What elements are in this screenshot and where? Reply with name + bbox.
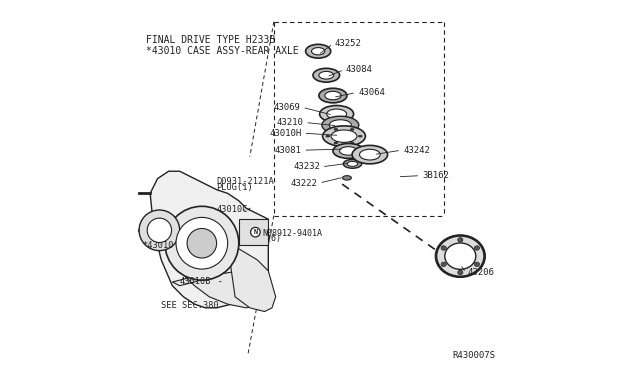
Circle shape	[147, 218, 172, 243]
Text: 43222: 43222	[291, 179, 317, 187]
Text: (6): (6)	[266, 234, 282, 243]
Ellipse shape	[323, 126, 365, 147]
Ellipse shape	[319, 106, 353, 122]
Text: 43010C: 43010C	[216, 205, 248, 215]
Polygon shape	[228, 245, 276, 311]
Ellipse shape	[322, 116, 359, 134]
Ellipse shape	[313, 68, 340, 82]
Text: 43069: 43069	[273, 103, 300, 112]
Polygon shape	[239, 219, 268, 245]
Polygon shape	[172, 271, 268, 308]
Text: 43210: 43210	[276, 118, 303, 127]
Text: 43064: 43064	[358, 88, 385, 97]
Ellipse shape	[342, 176, 351, 180]
Ellipse shape	[306, 44, 331, 58]
Text: D0931-2121A: D0931-2121A	[216, 177, 275, 186]
Text: 43206: 43206	[468, 268, 495, 277]
Text: N: N	[253, 229, 257, 235]
Ellipse shape	[458, 270, 463, 275]
Ellipse shape	[348, 161, 358, 166]
Ellipse shape	[333, 144, 364, 158]
Ellipse shape	[441, 246, 446, 250]
Ellipse shape	[358, 135, 362, 137]
Ellipse shape	[326, 109, 347, 119]
Circle shape	[251, 227, 260, 237]
Ellipse shape	[352, 145, 388, 164]
Text: N08912-9401A: N08912-9401A	[263, 229, 323, 238]
Text: 43242: 43242	[403, 146, 430, 155]
Ellipse shape	[343, 160, 362, 168]
Text: 43081: 43081	[275, 146, 301, 155]
Text: SEE SEC.380: SEE SEC.380	[161, 301, 219, 311]
Ellipse shape	[458, 238, 463, 242]
Ellipse shape	[312, 48, 324, 55]
Ellipse shape	[319, 71, 333, 79]
Circle shape	[187, 228, 216, 258]
Ellipse shape	[334, 128, 338, 130]
Ellipse shape	[441, 262, 446, 266]
Ellipse shape	[436, 236, 484, 276]
Text: 43010H: 43010H	[269, 129, 301, 138]
Ellipse shape	[474, 262, 479, 266]
Ellipse shape	[324, 91, 341, 100]
Circle shape	[176, 217, 228, 269]
Circle shape	[139, 210, 180, 251]
Text: *43010: *43010	[143, 241, 174, 250]
Text: FINAL DRIVE TYPE H233B
*43010 CASE ASSY-REAR AXLE: FINAL DRIVE TYPE H233B *43010 CASE ASSY-…	[147, 35, 300, 56]
Ellipse shape	[331, 130, 357, 142]
Text: 43010B: 43010B	[180, 277, 211, 286]
Text: 43252: 43252	[335, 39, 362, 48]
Text: R430007S: R430007S	[452, 350, 495, 359]
Ellipse shape	[350, 128, 354, 130]
Polygon shape	[150, 171, 268, 308]
Ellipse shape	[326, 135, 330, 137]
Ellipse shape	[319, 88, 347, 103]
Ellipse shape	[329, 120, 351, 131]
Ellipse shape	[360, 149, 380, 160]
Text: 43232: 43232	[293, 162, 320, 171]
Text: 3B162: 3B162	[422, 171, 449, 180]
Ellipse shape	[350, 142, 354, 144]
Text: 43084: 43084	[346, 65, 372, 74]
Ellipse shape	[340, 147, 357, 155]
Ellipse shape	[445, 243, 476, 269]
Ellipse shape	[474, 246, 479, 250]
Ellipse shape	[334, 142, 338, 144]
Text: PLUG(1): PLUG(1)	[216, 183, 253, 192]
Circle shape	[165, 206, 239, 280]
